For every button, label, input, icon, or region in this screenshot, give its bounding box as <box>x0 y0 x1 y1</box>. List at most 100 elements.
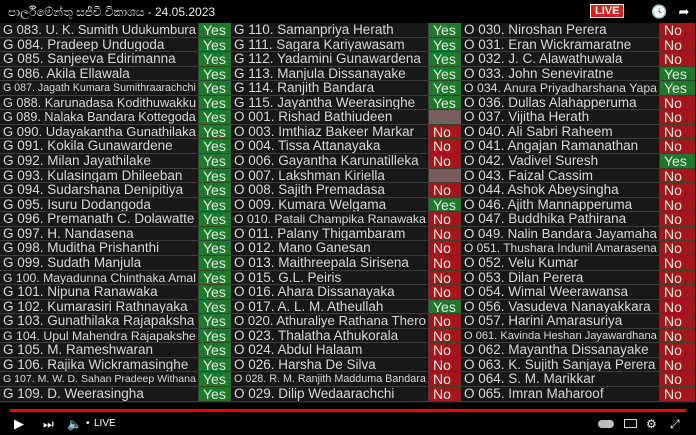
live-label[interactable]: LIVE <box>94 418 116 429</box>
member-name: O 049. Nalin Bandara Jayamaha <box>461 226 660 241</box>
member-name: O 006. Gayantha Karunatilleka <box>231 154 429 168</box>
member-name: O 064. S. M. Marikkar <box>461 372 660 386</box>
vote-cell: No <box>660 183 695 197</box>
table-row: G 093. Kulasingam Dhileeban Yes <box>0 168 231 184</box>
member-name: O 037. Vijitha Herath <box>461 110 660 124</box>
table-row: O 065. Imran Maharoof No <box>461 387 695 402</box>
vote-cell: No <box>429 212 461 226</box>
member-name: O 057. Harini Amarasuriya <box>461 314 660 328</box>
vote-cell: Yes <box>199 183 231 197</box>
table-row: O 063. K. Sujith Sanjaya Perera No <box>461 357 695 373</box>
vote-cell: No <box>429 270 461 284</box>
table-row: G 105. M. Rameshwaran Yes <box>0 343 231 358</box>
member-name: G 106. Rajika Wickramasinghe <box>0 357 199 372</box>
vote-cell: No <box>660 110 695 124</box>
member-name: O 011. Palany Thigambaram <box>231 226 429 241</box>
live-dot-icon: • <box>86 418 90 429</box>
table-row: O 064. S. M. Marikkar No <box>461 372 695 387</box>
vote-cell: No <box>660 372 695 386</box>
table-row: O 004. Tissa Attanayaka No <box>231 139 461 155</box>
table-row: G 087. Jagath Kumara Sumithraarachchi Yes <box>0 81 231 96</box>
table-row: O 028. R. M. Ranjith Madduma Bandara No <box>231 372 461 387</box>
vote-cell: No <box>429 124 461 139</box>
member-name: G 109. D. Weerasingha <box>0 387 199 401</box>
table-row: G 085. Sanjeeva Edirimanna Yes <box>0 52 231 67</box>
member-name: O 030. Niroshan Perera <box>461 23 660 37</box>
member-name: O 046. Ajith Mannapperuma <box>461 197 660 212</box>
member-name: O 015. G.L. Peiris <box>231 270 429 285</box>
table-row: O 008. Sajith Premadasa No <box>231 183 461 198</box>
clock-icon[interactable]: 🕓 <box>651 4 668 19</box>
table-row: O 057. Harini Amarasuriya No <box>461 314 695 329</box>
vote-cell: No <box>429 154 461 168</box>
table-row: G 103. Gunathilaka Rajapaksha Yes <box>0 314 231 329</box>
table-row: O 051. Thushara Indunil Amarasena No <box>461 241 695 256</box>
vote-cell: No <box>429 226 461 241</box>
vote-cell: Yes <box>199 66 231 80</box>
vote-cell: No <box>429 183 461 197</box>
vote-cell: Yes <box>199 372 231 386</box>
table-row: O 012. Mano Ganesan No <box>231 241 461 256</box>
member-name: G 107. M. W. D. Sahan Pradeep Withana <box>0 372 199 386</box>
play-icon[interactable]: ▶ <box>14 416 24 431</box>
vote-cell: Yes <box>429 81 461 95</box>
table-row: G 094. Sudarshana Denipitiya Yes <box>0 183 231 198</box>
member-name: G 104. Upul Mahendra Rajapakshe <box>0 328 199 343</box>
vote-cell: No <box>429 387 461 401</box>
member-name: G 092. Milan Jayathilake <box>0 154 199 168</box>
table-row: O 046. Ajith Mannapperuma No <box>461 197 695 213</box>
member-name: G 113. Manjula Dissanayake <box>231 66 429 81</box>
vote-cell: Yes <box>199 212 231 226</box>
vote-cell: No <box>660 328 695 343</box>
table-row: O 031. Eran Wickramaratne No <box>461 37 695 53</box>
table-row: G 107. M. W. D. Sahan Pradeep Withana Yes <box>0 372 231 387</box>
subtitles-icon[interactable] <box>624 419 637 428</box>
table-row: O 026. Harsha De Silva No <box>231 357 461 373</box>
member-name: G 084. Pradeep Undugoda <box>0 37 199 52</box>
table-row: O 003. Imthiaz Bakeer Markar No <box>231 124 461 140</box>
table-row: G 100. Mayadunna Chinthaka Amal Yes <box>0 270 231 286</box>
member-name: G 098. Muditha Prishanthi <box>0 241 199 255</box>
table-row: G 097. H. Nandasena Yes <box>0 226 231 242</box>
table-row: O 044. Ashok Abeysingha No <box>461 183 695 198</box>
next-icon[interactable]: ⏭ <box>43 417 54 431</box>
member-name: O 008. Sajith Premadasa <box>231 183 429 197</box>
vote-cell: No <box>429 357 461 372</box>
member-name: G 094. Sudarshana Denipitiya <box>0 183 199 197</box>
table-row: G 113. Manjula Dissanayake Yes <box>231 66 461 82</box>
vote-cell: No <box>429 343 461 357</box>
vote-cell: No <box>660 299 695 313</box>
settings-icon[interactable]: ⚙ <box>646 417 657 431</box>
vote-cell: No <box>660 197 695 211</box>
member-name: O 052. Velu Kumar <box>461 255 660 270</box>
vote-cell: Yes <box>199 197 231 211</box>
member-name: G 105. M. Rameshwaran <box>0 343 199 357</box>
member-name: O 029. Dilip Wedaarachchi <box>231 387 429 401</box>
vote-cell <box>429 168 461 183</box>
table-row: G 088. Karunadasa Kodithuwakku Yes <box>0 95 231 111</box>
vote-cell: Yes <box>199 23 231 37</box>
player-controls: ▶ ⏭ 🔈 • LIVE ⚙ ⤢ <box>0 414 696 435</box>
member-name: O 053. Dilan Perera <box>461 270 660 285</box>
table-row: O 009. Kumara Welgama Yes <box>231 197 461 213</box>
table-row: G 102. Kumarasiri Rathnayaka Yes <box>0 299 231 315</box>
table-row: O 053. Dilan Perera No <box>461 270 695 286</box>
member-name: G 112. Yadamini Gunawardena <box>231 52 429 66</box>
member-name: G 110. Samanpriya Herath <box>231 23 429 37</box>
member-name: O 040. Ali Sabri Raheem <box>461 124 660 139</box>
vote-cell: Yes <box>199 95 231 110</box>
autoplay-toggle-icon[interactable] <box>598 420 614 428</box>
vote-cell: Yes <box>199 387 231 401</box>
table-row: O 007. Lakshman Kiriella <box>231 168 461 184</box>
volume-icon[interactable]: 🔈 <box>67 417 82 431</box>
vote-cell: Yes <box>429 66 461 80</box>
progress-bar[interactable] <box>10 409 686 412</box>
live-badge: LIVE <box>590 4 625 18</box>
exit-fullscreen-icon[interactable]: ⤢ <box>670 417 680 431</box>
table-row: G 092. Milan Jayathilake Yes <box>0 154 231 169</box>
member-name: O 013. Maithreepala Sirisena <box>231 255 429 270</box>
member-name: G 111. Sagara Kariyawasam <box>231 37 429 52</box>
member-name: G 100. Mayadunna Chinthaka Amal <box>0 270 199 285</box>
share-icon[interactable]: ➦ <box>678 4 690 19</box>
table-row: G 086. Akila Ellawala Yes <box>0 66 231 82</box>
